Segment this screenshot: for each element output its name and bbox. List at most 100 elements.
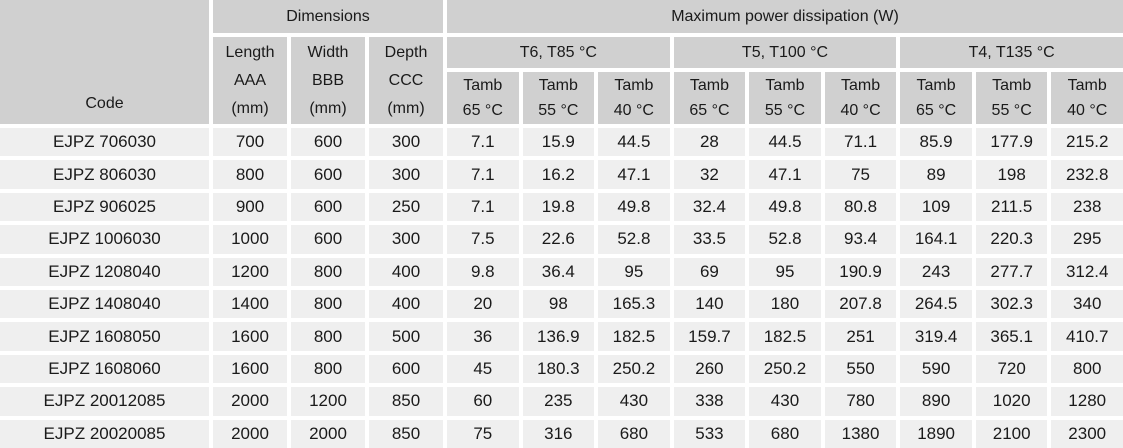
tamb-label: Tamb <box>1067 77 1107 94</box>
table-cell: 800 <box>291 289 365 319</box>
row-code: EJPZ 1608050 <box>0 322 209 351</box>
table-cell: 36 <box>447 322 519 351</box>
table-cell: 75 <box>447 419 519 448</box>
table-cell: 180 <box>749 289 821 319</box>
tamb-temp: 40 °C <box>613 102 654 119</box>
tamb-label: Tamb <box>538 77 578 94</box>
table-cell: 32 <box>673 160 746 189</box>
header-temp-group-t5-t100: T5, T100 °C <box>673 37 897 68</box>
depth-unit-line: (mm) <box>387 99 425 117</box>
header-tamb-40-t6: Tamb 40 °C <box>598 72 670 124</box>
table-cell: 95 <box>749 257 821 286</box>
row-code: EJPZ 20012085 <box>0 387 209 416</box>
table-cell: 550 <box>824 354 897 384</box>
table-cell: 800 <box>291 257 365 286</box>
table-cell: 700 <box>213 128 287 157</box>
table-cell: 47.1 <box>598 160 670 189</box>
table-cell: 16.2 <box>522 160 595 189</box>
table-cell: 900 <box>213 192 287 222</box>
table-cell: 207.8 <box>824 289 897 319</box>
table-cell: 316 <box>522 419 595 448</box>
row-code: EJPZ 1608060 <box>0 354 209 384</box>
table-cell: 680 <box>598 419 670 448</box>
tamb-temp: 65 °C <box>689 102 730 119</box>
table-cell: 215.2 <box>1051 128 1123 157</box>
table-cell: 165.3 <box>598 289 670 319</box>
table-cell: 300 <box>369 225 443 254</box>
table-cell: 52.8 <box>598 225 670 254</box>
table-cell: 2100 <box>975 419 1048 448</box>
table-cell: 93.4 <box>824 225 897 254</box>
width-line: Width <box>307 43 349 61</box>
table-cell: 1600 <box>213 354 287 384</box>
table-cell: 340 <box>1051 289 1123 319</box>
table-cell: 47.1 <box>749 160 821 189</box>
row-code: EJPZ 806030 <box>0 160 209 189</box>
table-cell: 260 <box>673 354 746 384</box>
table-cell: 430 <box>749 387 821 416</box>
table-cell: 1200 <box>291 387 365 416</box>
table-cell: 60 <box>447 387 519 416</box>
table-cell: 98 <box>522 289 595 319</box>
tamb-temp: 40 °C <box>840 102 881 119</box>
table-cell: 32.4 <box>673 192 746 222</box>
table-cell: 69 <box>673 257 746 286</box>
tamb-label: Tamb <box>689 77 729 94</box>
table-cell: 220.3 <box>975 225 1048 254</box>
header-max-power-dissipation: Maximum power dissipation (W) <box>447 0 1123 33</box>
table-cell: 95 <box>598 257 670 286</box>
table-cell: 600 <box>291 192 365 222</box>
tamb-temp: 55 °C <box>538 102 579 119</box>
table-cell: 533 <box>673 419 746 448</box>
tamb-label: Tamb <box>463 77 503 94</box>
length-unit-line: (mm) <box>231 99 269 117</box>
table-cell: 250 <box>369 192 443 222</box>
table-cell: 164.1 <box>900 225 972 254</box>
table-cell: 2300 <box>1051 419 1123 448</box>
table-cell: 109 <box>900 192 972 222</box>
table-cell: 7.1 <box>447 160 519 189</box>
table-cell: 680 <box>749 419 821 448</box>
table-cell: 312.4 <box>1051 257 1123 286</box>
table-cell: 890 <box>900 387 972 416</box>
table-cell: 1000 <box>213 225 287 254</box>
tamb-label: Tamb <box>916 77 956 94</box>
table-cell: 235 <box>522 387 595 416</box>
table-cell: 71.1 <box>824 128 897 157</box>
header-tamb-40-t4: Tamb 40 °C <box>1051 72 1123 124</box>
tamb-label: Tamb <box>840 77 881 94</box>
table-cell: 2000 <box>291 419 365 448</box>
table-cell: 28 <box>673 128 746 157</box>
table-cell: 2000 <box>213 419 287 448</box>
table-cell: 182.5 <box>749 322 821 351</box>
table-cell: 243 <box>900 257 972 286</box>
table-cell: 1400 <box>213 289 287 319</box>
table-cell: 15.9 <box>522 128 595 157</box>
table-cell: 19.8 <box>522 192 595 222</box>
table-cell: 177.9 <box>975 128 1048 157</box>
table-cell: 89 <box>900 160 972 189</box>
table-cell: 600 <box>291 160 365 189</box>
tamb-temp: 55 °C <box>764 102 806 119</box>
table-cell: 7.5 <box>447 225 519 254</box>
tamb-temp: 65 °C <box>462 102 503 119</box>
table-cell: 1600 <box>213 322 287 351</box>
header-length-aaa-mm: Length AAA (mm) <box>213 37 287 124</box>
depth-code-line: CCC <box>388 71 424 89</box>
table-cell: 590 <box>900 354 972 384</box>
table-cell: 52.8 <box>749 225 821 254</box>
table-cell: 300 <box>369 128 443 157</box>
table-cell: 22.6 <box>522 225 595 254</box>
table-cell: 232.8 <box>1051 160 1123 189</box>
table-cell: 20 <box>447 289 519 319</box>
table-cell: 600 <box>291 225 365 254</box>
table-cell: 9.8 <box>447 257 519 286</box>
table-cell: 365.1 <box>975 322 1048 351</box>
table-cell: 430 <box>598 387 670 416</box>
table-cell: 49.8 <box>598 192 670 222</box>
header-width-bbb-mm: Width BBB (mm) <box>291 37 365 124</box>
table-cell: 780 <box>824 387 897 416</box>
tamb-label: Tamb <box>765 77 805 94</box>
table-cell: 800 <box>213 160 287 189</box>
